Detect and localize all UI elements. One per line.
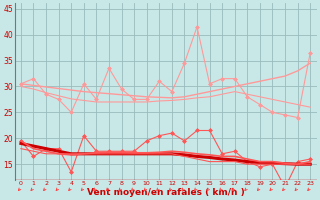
X-axis label: Vent moyen/en rafales ( km/h ): Vent moyen/en rafales ( km/h ) xyxy=(87,188,244,197)
